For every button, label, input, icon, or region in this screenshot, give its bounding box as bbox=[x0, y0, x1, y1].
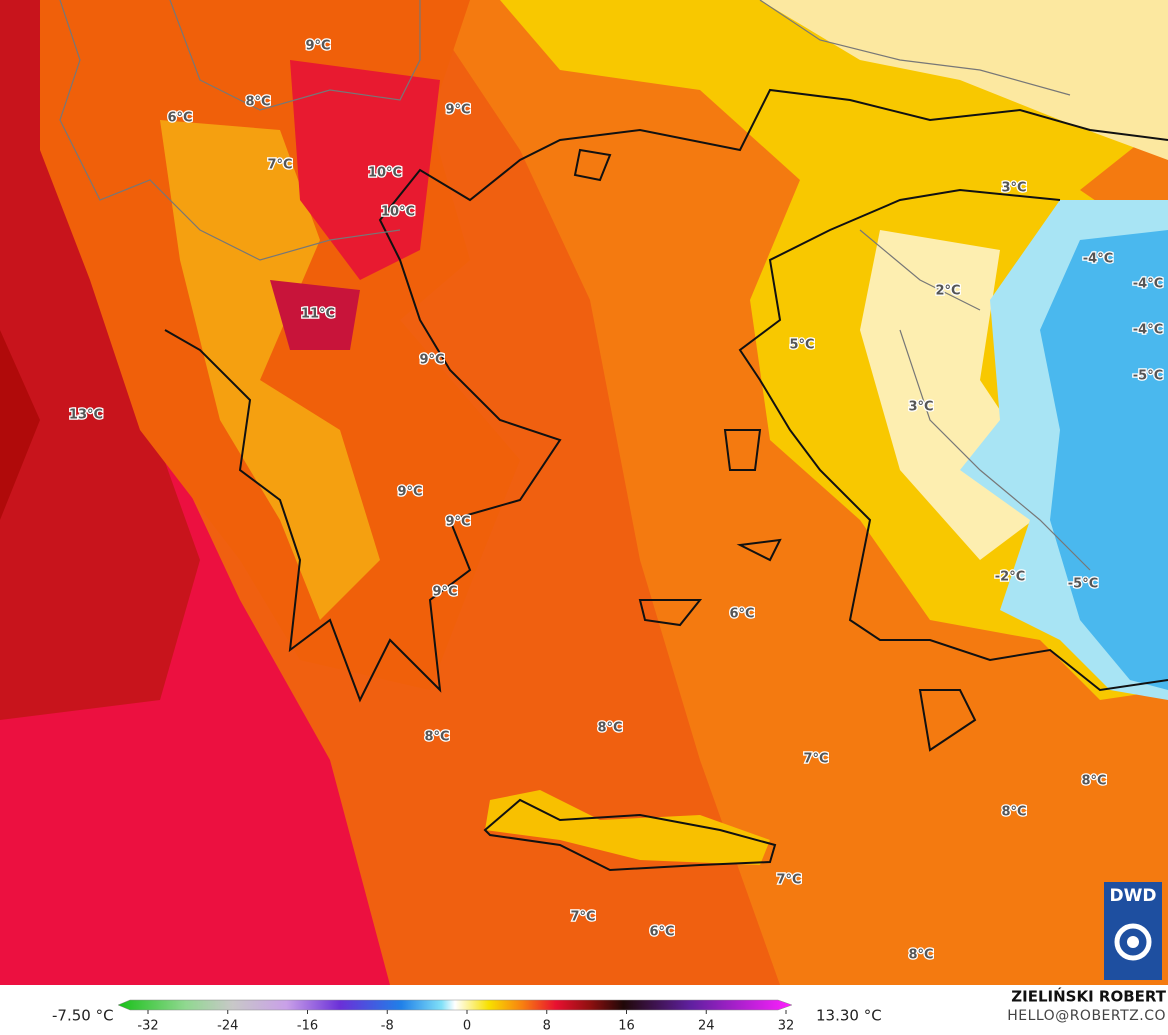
colorbar-tick-label: -16 bbox=[297, 1019, 318, 1034]
temperature-label: 8°C bbox=[424, 730, 449, 745]
coastlines bbox=[164, 88, 1168, 872]
temperature-label: 10°C bbox=[368, 166, 402, 181]
borders bbox=[59, 0, 1091, 571]
temperature-label: 9°C bbox=[445, 515, 470, 530]
colorbar-min: -7.50 °C bbox=[52, 1007, 114, 1025]
temperature-label: 8°C bbox=[908, 948, 933, 963]
temperature-label: 5°C bbox=[789, 338, 814, 353]
colorbar-tick-label: -32 bbox=[137, 1019, 158, 1034]
colorbar-tick-label: 32 bbox=[778, 1019, 795, 1034]
temperature-label: 7°C bbox=[803, 752, 828, 767]
temperature-label: 8°C bbox=[597, 721, 622, 736]
colorbar-ticks: -32 -24 -16 -8 0 8 16 24 32 bbox=[137, 1010, 794, 1034]
temperature-label: -5°C bbox=[1133, 369, 1163, 384]
temperature-label: 10°C bbox=[381, 205, 415, 220]
colorbar-max: 13.30 °C bbox=[816, 1007, 882, 1025]
temperature-label: 3°C bbox=[1001, 181, 1026, 196]
temperature-label: 9°C bbox=[445, 103, 470, 118]
dwd-logo: DWD bbox=[1104, 882, 1162, 980]
temperature-label: 9°C bbox=[397, 485, 422, 500]
temperature-label: 11°C bbox=[301, 307, 335, 322]
colorbar-tick-label: -8 bbox=[381, 1019, 394, 1034]
temperature-label: -4°C bbox=[1133, 323, 1163, 338]
temperature-label: 6°C bbox=[167, 111, 192, 126]
temperature-label: -2°C bbox=[995, 570, 1025, 585]
temperature-labels: 9°C 6°C 8°C 9°C 7°C 10°C 10°C 11°C 9°C 13°C 9°C 9°C… bbox=[68, 37, 1165, 964]
temperature-label: 8°C bbox=[245, 95, 270, 110]
colorbar-tick-label: 16 bbox=[618, 1019, 635, 1034]
temperature-label: 8°C bbox=[1081, 774, 1106, 789]
temperature-label: 3°C bbox=[908, 400, 933, 415]
temperature-label: 2°C bbox=[935, 284, 960, 299]
temperature-label: -5°C bbox=[1068, 577, 1098, 592]
logo-swirl bbox=[1114, 923, 1152, 961]
colorbar-tick-label: -24 bbox=[217, 1019, 238, 1034]
credit-contact: HELLO@ROBERTZ.CO bbox=[1007, 1008, 1166, 1024]
colorbar-tick-label: 8 bbox=[543, 1019, 551, 1034]
temperature-label: -4°C bbox=[1133, 277, 1163, 292]
temperature-label: -4°C bbox=[1083, 252, 1113, 267]
temperature-label: 13°C bbox=[69, 408, 103, 423]
colorbar-tick-label: 24 bbox=[698, 1019, 715, 1034]
colorbar-tick-label: 0 bbox=[463, 1019, 471, 1034]
temperature-label: 8°C bbox=[1001, 805, 1026, 820]
temperature-label: 6°C bbox=[729, 607, 754, 622]
temperature-label: 7°C bbox=[570, 910, 595, 925]
map-background bbox=[0, 0, 1168, 985]
logo-box bbox=[1104, 882, 1162, 980]
temperature-label: 7°C bbox=[776, 873, 801, 888]
colorbar bbox=[117, 999, 793, 1011]
credit-name: ZIELIŃSKI ROBERT bbox=[1011, 987, 1166, 1006]
temperature-label: 9°C bbox=[419, 353, 444, 368]
temperature-label: 9°C bbox=[305, 39, 330, 54]
logo-swirl-core bbox=[1127, 936, 1139, 948]
temperature-label: 7°C bbox=[267, 158, 292, 173]
logo-text: DWD bbox=[1110, 886, 1157, 906]
temperature-label: 9°C bbox=[432, 585, 457, 600]
temperature-label: 6°C bbox=[649, 925, 674, 940]
